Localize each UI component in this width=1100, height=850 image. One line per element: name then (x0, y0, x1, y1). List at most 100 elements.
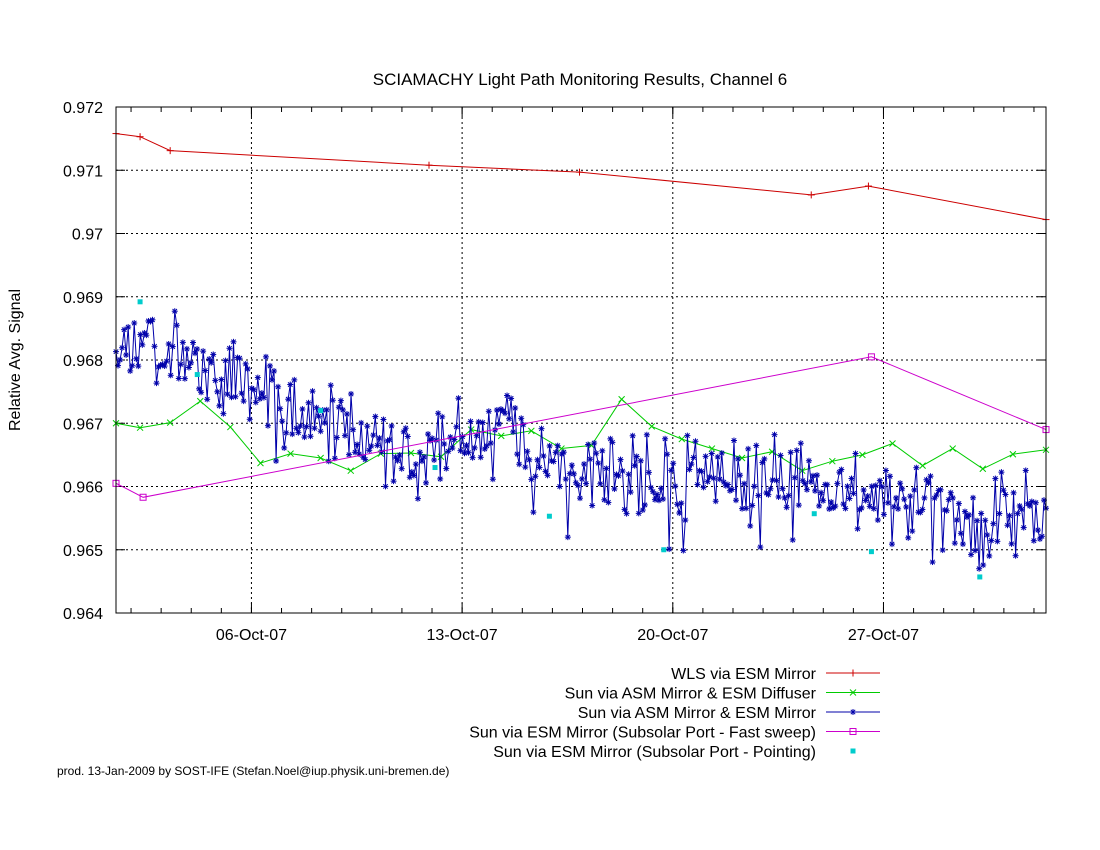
data-point (753, 442, 760, 449)
data-point (151, 343, 158, 350)
data-point (165, 340, 172, 347)
data-point (931, 495, 938, 502)
data-point (959, 541, 966, 548)
data-point (911, 486, 918, 493)
data-point (408, 468, 415, 475)
data-point (850, 709, 856, 715)
data-point (811, 511, 817, 517)
data-point (648, 423, 656, 430)
data-point (264, 422, 271, 429)
data-point (299, 406, 306, 413)
data-point (210, 351, 217, 358)
data-point (189, 339, 196, 346)
data-point (546, 442, 553, 449)
data-point (550, 458, 557, 465)
data-point (177, 361, 184, 368)
data-point (187, 359, 194, 366)
data-point (1028, 498, 1035, 505)
data-point (318, 408, 324, 414)
data-point (171, 308, 178, 315)
data-point (179, 339, 186, 346)
data-point (224, 391, 231, 398)
data-point (933, 491, 940, 498)
data-point (943, 507, 950, 514)
data-point (420, 453, 427, 460)
data-point (735, 455, 742, 462)
series-sun-via-esm-mirror-subsolar-port-pointing (137, 299, 983, 580)
data-point (949, 494, 956, 501)
data-point (617, 456, 624, 463)
data-point (889, 541, 896, 548)
data-point (957, 530, 964, 537)
data-point (793, 447, 800, 454)
data-point (966, 511, 973, 518)
data-point (475, 418, 482, 425)
data-point (876, 477, 883, 484)
plot-area (112, 130, 1050, 580)
data-point (1012, 552, 1019, 559)
data-point (402, 425, 409, 432)
data-point (244, 365, 251, 372)
data-point (637, 457, 644, 464)
data-point (694, 481, 701, 488)
data-point (868, 483, 875, 490)
plot-frame (115, 106, 1047, 614)
data-point (560, 449, 567, 456)
data-point (621, 506, 628, 513)
data-point (976, 565, 983, 572)
data-point (538, 425, 545, 432)
data-point (362, 456, 369, 463)
data-point (893, 494, 900, 501)
data-point (183, 345, 190, 352)
data-point (277, 405, 284, 412)
data-point (609, 439, 616, 446)
data-point (204, 396, 211, 403)
data-point (761, 455, 768, 462)
data-point (350, 426, 357, 433)
series-wls-via-esm-mirror (112, 130, 1050, 224)
data-point (629, 432, 636, 439)
data-point (230, 338, 237, 345)
data-point (463, 442, 470, 449)
data-point (850, 490, 857, 497)
data-point (485, 408, 492, 415)
data-point (254, 374, 261, 381)
data-point (949, 445, 957, 452)
data-point (791, 474, 798, 481)
data-point (599, 447, 606, 454)
data-point (597, 480, 604, 487)
data-point (166, 147, 174, 155)
data-point (745, 445, 752, 452)
data-point (153, 380, 160, 387)
data-point (587, 456, 594, 463)
data-point (546, 513, 552, 519)
data-point (514, 451, 521, 458)
y-tick-label: 0.967 (63, 416, 103, 433)
data-point (907, 493, 914, 500)
data-point (970, 494, 977, 501)
data-point (329, 397, 336, 404)
data-point (692, 438, 699, 445)
data-point (992, 475, 999, 482)
series-sun-via-asm-mirror-esm-diffuser (112, 395, 1050, 475)
data-point (849, 689, 857, 696)
data-point (618, 395, 625, 403)
data-point (566, 470, 573, 477)
data-point (708, 445, 716, 452)
data-point (757, 544, 764, 551)
data-point (769, 476, 776, 483)
data-point (410, 472, 417, 479)
data-point (388, 422, 395, 429)
y-tick-label: 0.972 (63, 100, 103, 117)
data-point (137, 299, 143, 305)
data-point (429, 435, 436, 442)
data-point (575, 168, 583, 176)
data-point (1018, 506, 1025, 513)
data-point (149, 316, 156, 323)
data-point (787, 449, 794, 456)
data-point (738, 454, 746, 462)
data-point (743, 505, 750, 512)
data-point (978, 510, 985, 517)
x-tick-label: 06-Oct-07 (216, 627, 287, 644)
data-point (279, 418, 286, 425)
